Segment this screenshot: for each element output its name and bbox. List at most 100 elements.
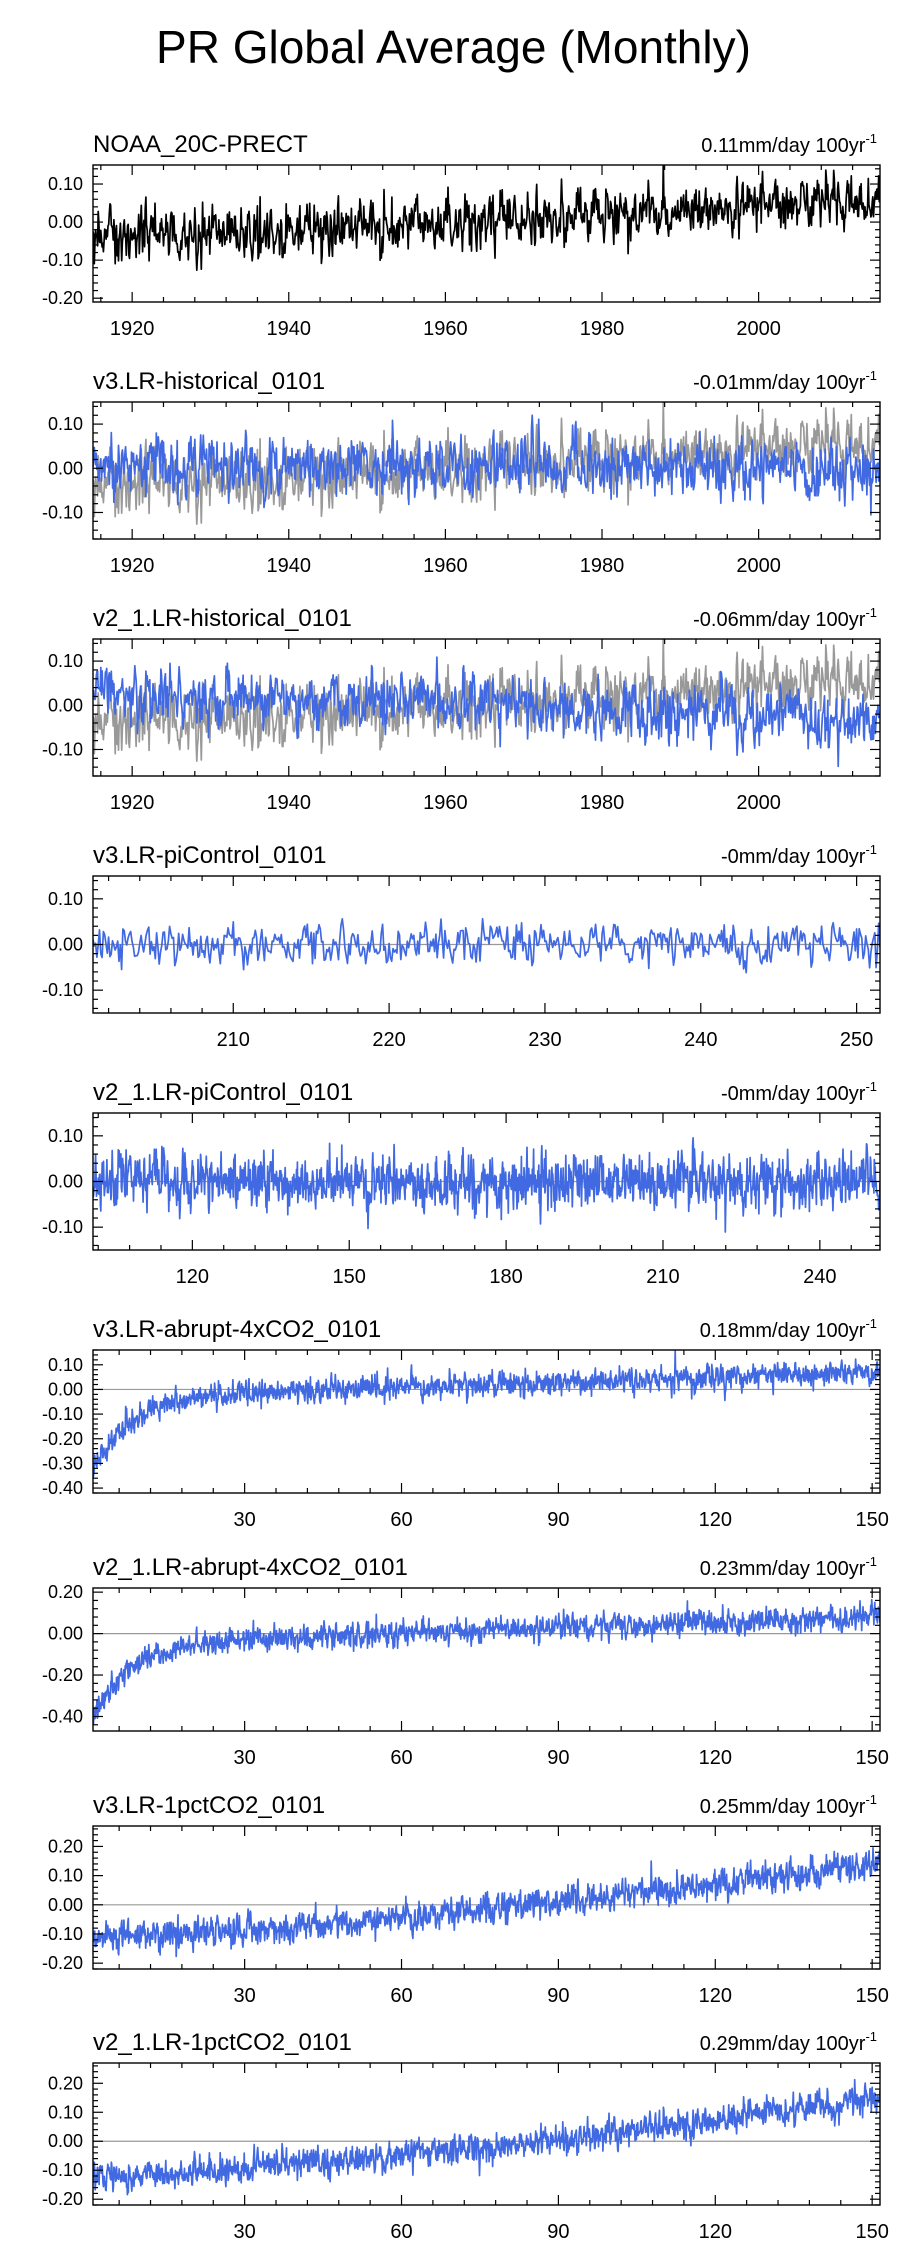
x-tick-label: 210 xyxy=(646,1266,679,1288)
x-tick-label: 60 xyxy=(390,1747,412,1769)
panel-title: v3.LR-piControl_0101 xyxy=(93,842,326,869)
y-tick-label: 0.00 xyxy=(48,2131,83,2151)
x-tick-label: 240 xyxy=(803,1266,836,1288)
x-tick-label: 60 xyxy=(390,1509,412,1531)
y-tick-label: -0.10 xyxy=(42,502,83,522)
x-tick-label: 1960 xyxy=(423,555,468,577)
figure-title: PR Global Average (Monthly) xyxy=(156,21,751,73)
trend-label: 0.25mm/day 100yr-1 xyxy=(700,1792,877,1818)
trend-label: 0.23mm/day 100yr-1 xyxy=(700,1554,877,1580)
trend-exponent: -1 xyxy=(865,2029,877,2044)
trend-exponent: -1 xyxy=(865,1792,877,1807)
x-tick-label: 120 xyxy=(699,1985,732,2007)
x-tick-label: 220 xyxy=(372,1029,405,1051)
y-tick-label: 0.00 xyxy=(48,695,83,715)
x-tick-label: 150 xyxy=(333,1266,366,1288)
y-tick-label: 0.10 xyxy=(48,1126,83,1146)
x-tick-label: 1960 xyxy=(423,318,468,340)
x-tick-label: 60 xyxy=(390,2221,412,2243)
x-tick-label: 120 xyxy=(699,2221,732,2243)
panel-title: v3.LR-historical_0101 xyxy=(93,368,325,395)
panel-title: NOAA_20C-PRECT xyxy=(93,131,308,158)
trend-label: -0mm/day 100yr-1 xyxy=(721,842,877,868)
y-tick-label: 0.00 xyxy=(48,212,83,232)
series-line xyxy=(93,1847,880,1958)
plot-frame xyxy=(92,1349,881,1494)
y-tick-label: 0.00 xyxy=(48,935,83,955)
series-line xyxy=(93,1137,880,1233)
panel-title: v2_1.LR-historical_0101 xyxy=(93,605,352,632)
panel-title: v2_1.LR-abrupt-4xCO2_0101 xyxy=(93,1554,408,1581)
trend-label: -0.01mm/day 100yr-1 xyxy=(693,368,877,394)
y-tick-label: -0.10 xyxy=(42,2160,83,2180)
y-tick-label: -0.20 xyxy=(42,288,83,308)
y-tick-label: -0.10 xyxy=(42,1924,83,1944)
panel-title: v3.LR-abrupt-4xCO2_0101 xyxy=(93,1316,381,1343)
y-tick-label: 0.10 xyxy=(48,1355,83,1375)
x-tick-label: 1940 xyxy=(267,318,312,340)
x-tick-label: 30 xyxy=(234,1985,256,2007)
y-tick-label: 0.00 xyxy=(48,1379,83,1399)
trend-label: 0.11mm/day 100yr-1 xyxy=(701,131,877,157)
y-tick-label: 0.00 xyxy=(48,1895,83,1915)
y-tick-label: 0.00 xyxy=(48,1172,83,1192)
trend-exponent: -1 xyxy=(865,131,877,146)
y-tick-label: 0.00 xyxy=(48,458,83,478)
x-tick-label: 90 xyxy=(547,1747,569,1769)
x-tick-label: 90 xyxy=(547,2221,569,2243)
series-line xyxy=(93,1350,880,1478)
panel-2: v3.LR-historical_0101 -0.01mm/day 100yr-1… xyxy=(42,368,881,577)
y-tick-label: 0.20 xyxy=(48,1836,83,1856)
panel-8: v3.LR-1pctCO2_0101 0.25mm/day 100yr-1 30 60… xyxy=(42,1792,889,2007)
panel-3: v2_1.LR-historical_0101 -0.06mm/day 100yr… xyxy=(42,605,881,814)
trend-exponent: -1 xyxy=(865,605,877,620)
trend-value: 0.23mm/day 100yr xyxy=(700,1558,866,1580)
x-tick-label: 250 xyxy=(840,1029,873,1051)
x-tick-label: 2000 xyxy=(736,318,781,340)
panel-4: v3.LR-piControl_0101 -0mm/day 100yr-1 210 2… xyxy=(42,842,881,1051)
x-tick-label: 2000 xyxy=(736,792,781,814)
y-tick-label: -0.20 xyxy=(42,1429,83,1449)
x-tick-label: 1920 xyxy=(110,792,155,814)
plot-frame xyxy=(92,1587,881,1732)
plot-frame xyxy=(92,164,881,303)
trend-value: -0.01mm/day 100yr xyxy=(693,372,866,394)
x-tick-label: 1980 xyxy=(580,792,625,814)
y-tick-label: -0.10 xyxy=(42,739,83,759)
x-tick-label: 230 xyxy=(528,1029,561,1051)
x-tick-label: 90 xyxy=(547,1509,569,1531)
trend-value: -0mm/day 100yr xyxy=(721,846,866,868)
series-line xyxy=(93,656,880,768)
x-tick-label: 1980 xyxy=(580,318,625,340)
x-tick-label: 1980 xyxy=(580,555,625,577)
y-tick-label: -0.20 xyxy=(42,2189,83,2209)
panel-1: NOAA_20C-PRECT 0.11mm/day 100yr-1 1920 1940… xyxy=(42,131,881,340)
y-tick-label: 0.00 xyxy=(48,1624,83,1644)
panel-title: v2_1.LR-piControl_0101 xyxy=(93,1079,353,1106)
x-tick-label: 60 xyxy=(390,1985,412,2007)
trend-exponent: -1 xyxy=(865,1316,877,1331)
y-tick-label: 0.20 xyxy=(48,1582,83,1602)
plot-frame xyxy=(92,2062,881,2206)
x-tick-label: 150 xyxy=(855,2221,888,2243)
x-tick-label: 150 xyxy=(855,1509,888,1531)
x-tick-label: 180 xyxy=(489,1266,522,1288)
panel-7: v2_1.LR-abrupt-4xCO2_0101 0.23mm/day 100y… xyxy=(42,1554,889,1769)
x-tick-label: 1920 xyxy=(110,555,155,577)
y-tick-label: -0.10 xyxy=(42,250,83,270)
trend-label: 0.18mm/day 100yr-1 xyxy=(700,1316,877,1342)
y-tick-label: 0.20 xyxy=(48,2073,83,2093)
y-tick-label: 0.10 xyxy=(48,651,83,671)
trend-value: -0.06mm/day 100yr xyxy=(693,609,866,631)
y-tick-label: -0.30 xyxy=(42,1453,83,1473)
trend-label: -0.06mm/day 100yr-1 xyxy=(693,605,877,631)
y-tick-label: -0.40 xyxy=(42,1706,83,1726)
series-line xyxy=(93,2078,880,2196)
plot-frame xyxy=(92,638,881,777)
x-tick-label: 30 xyxy=(234,1747,256,1769)
y-tick-label: 0.10 xyxy=(48,1866,83,1886)
trend-label: 0.29mm/day 100yr-1 xyxy=(700,2029,877,2055)
panel-title: v2_1.LR-1pctCO2_0101 xyxy=(93,2029,352,2056)
panel-6: v3.LR-abrupt-4xCO2_0101 0.18mm/day 100yr-… xyxy=(42,1316,889,1531)
